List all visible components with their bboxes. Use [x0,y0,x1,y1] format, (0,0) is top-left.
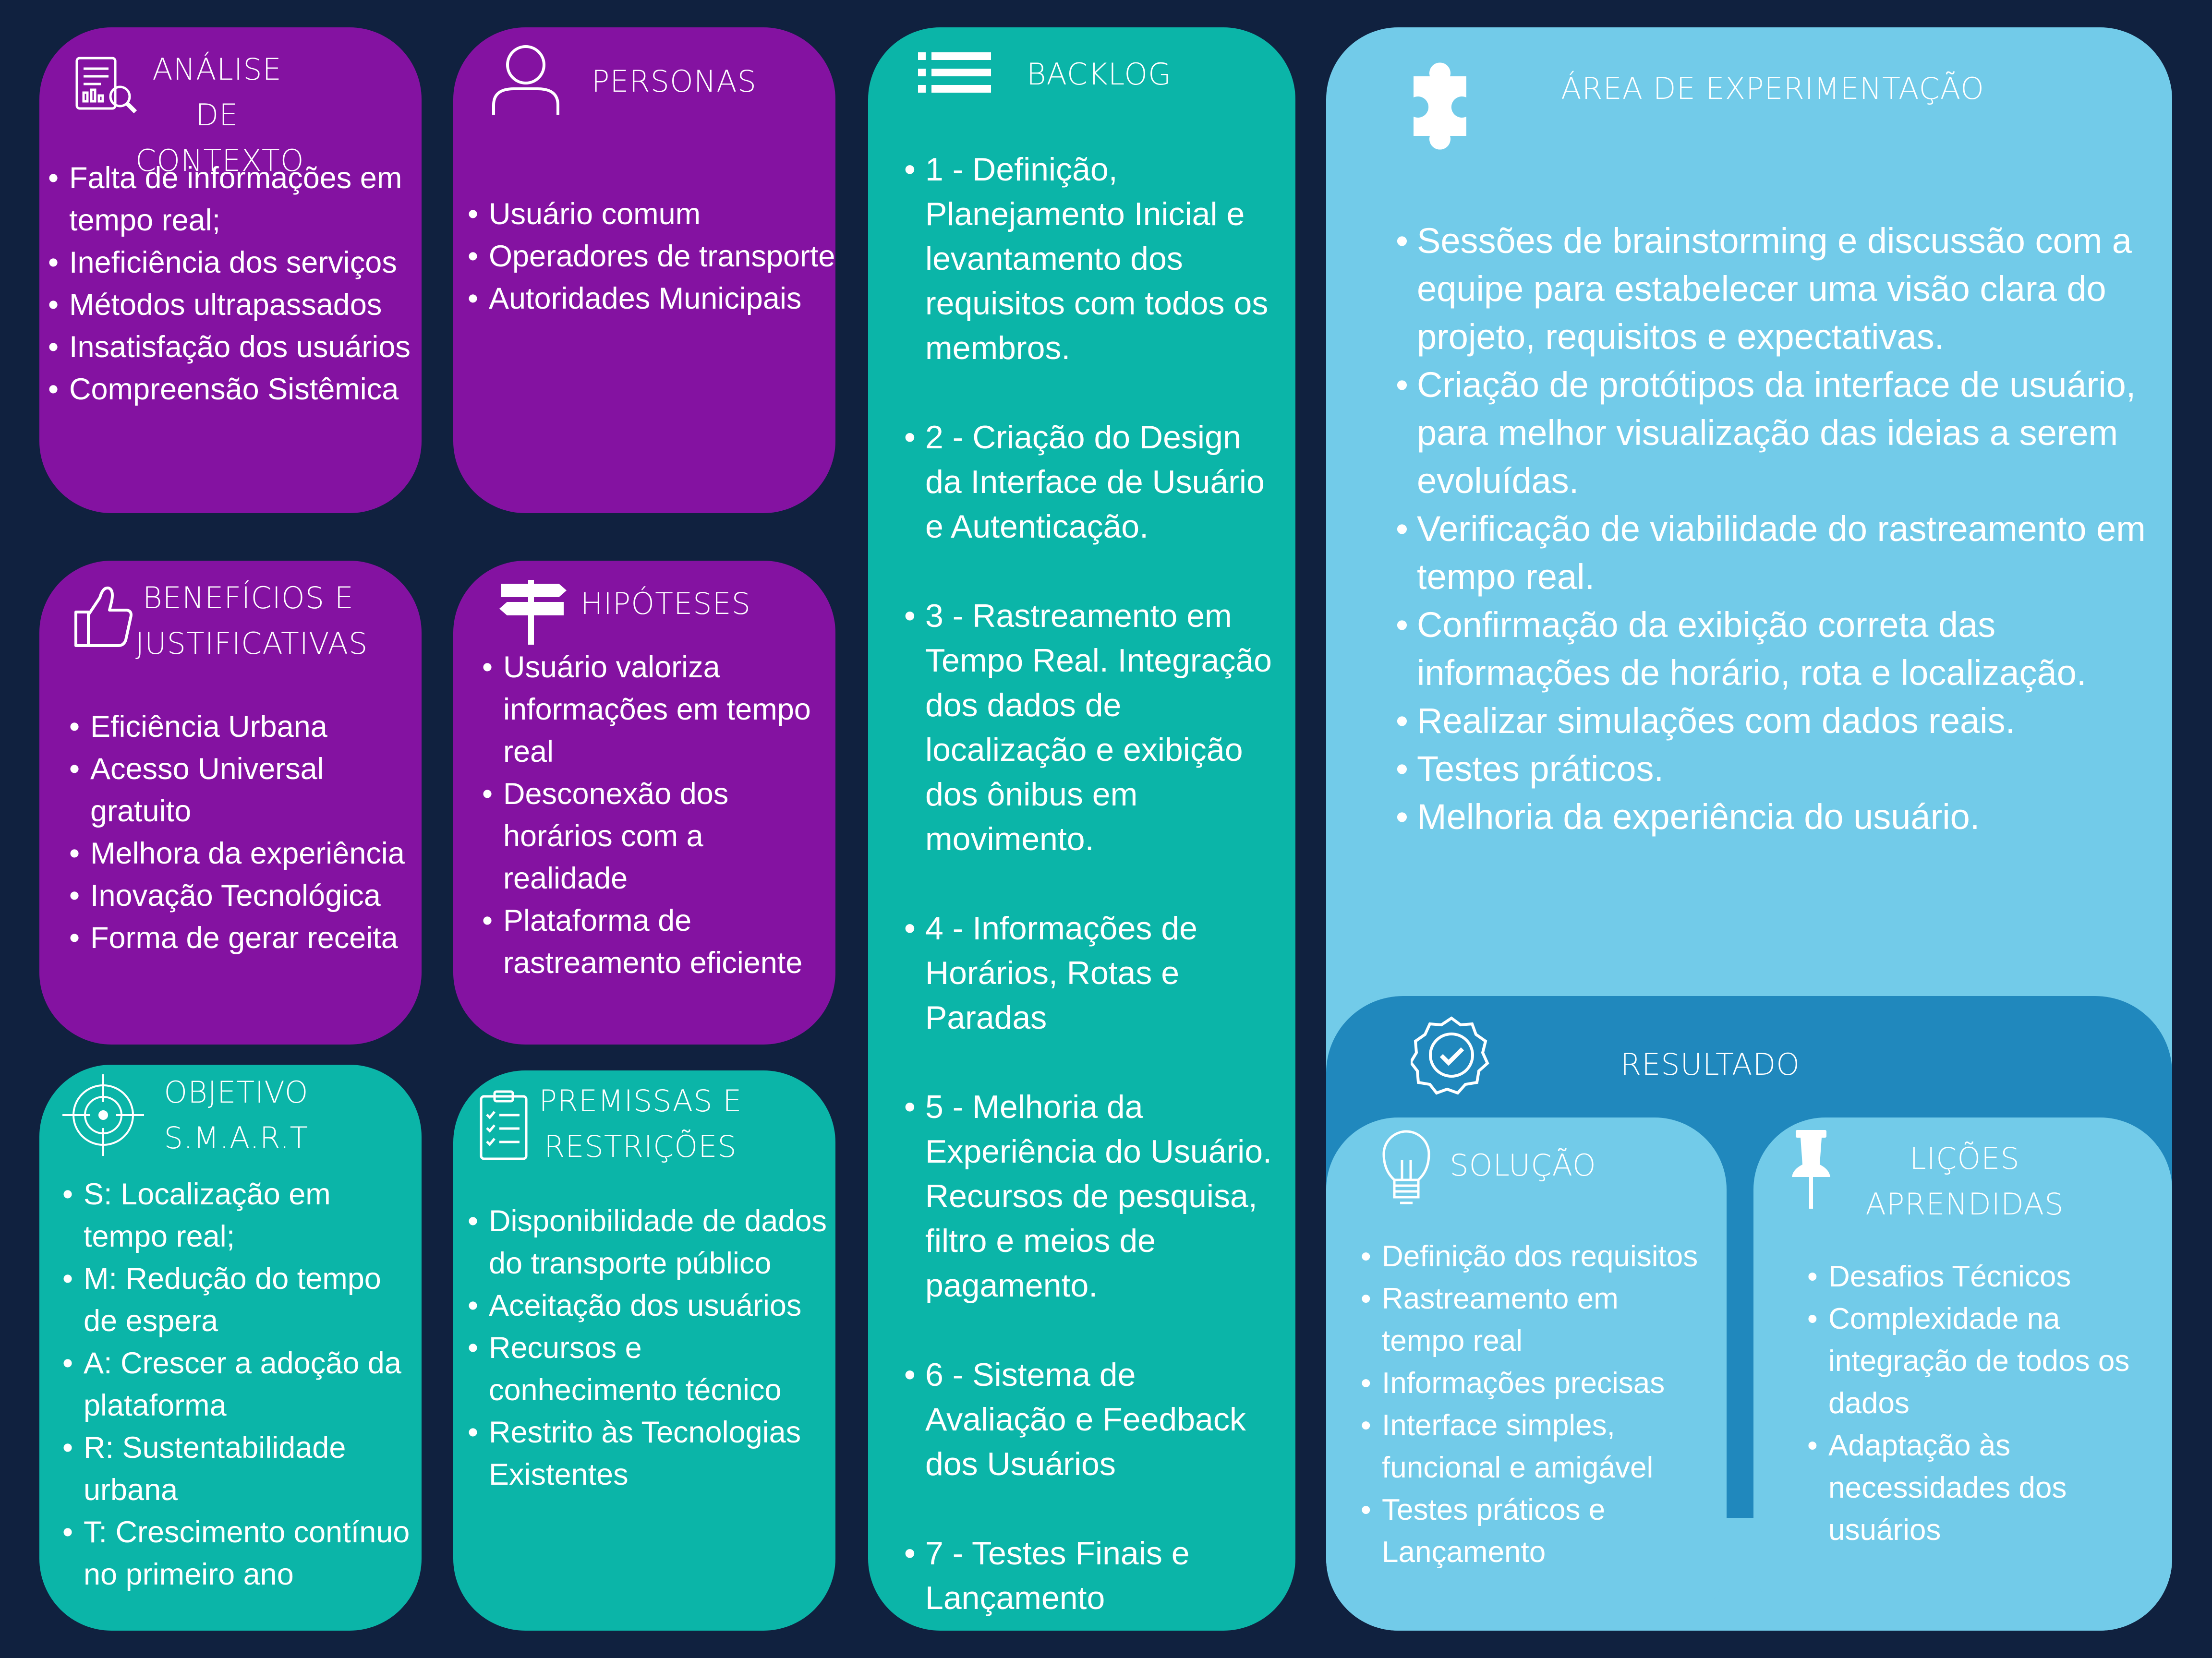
list-item: Compreensão Sistêmica [48,368,423,410]
thumbs-up-icon [74,586,133,647]
list-item: Adaptação às necessidades dos usuários [1807,1425,2158,1551]
personas-list: Usuário comum Operadores de transporte A… [468,193,835,320]
backlog-item: 1 - Definição, Planejamento Inicial e le… [904,147,1283,371]
list-item: R: Sustentabilidade urbana [62,1427,422,1511]
list-item: Usuário comum [468,193,835,235]
list-item: Interface simples, funcional e amigável [1361,1405,1706,1489]
list-item: Realizar simulações com dados reais. [1396,697,2159,745]
backlog-item: 4 - Informações de Horários, Rotas e Par… [904,906,1283,1040]
list-item: Rastreamento em tempo real [1361,1278,1706,1362]
beneficios-list: Eficiência Urbana Acesso Universal gratu… [69,706,422,959]
list-item: Operadores de transporte [468,235,835,277]
list-item: Desafios Técnicos [1807,1256,2158,1298]
list-item: Ineficiência dos serviços [48,241,423,284]
verified-badge-icon [1411,1016,1489,1095]
list-icon [918,52,991,93]
beneficios-card: BENEFÍCIOS E JUSTIFICATIVAS Eficiência U… [39,561,422,1045]
list-item: Métodos ultrapassados [48,284,423,326]
list-item: S: Localização em tempo real; [62,1173,422,1258]
list-item: Usuário valoriza informações em tempo re… [482,646,835,773]
analise-list: Falta de informações em tempo real; Inef… [48,157,423,410]
objetivo-title: OBJETIVO S.M.A.R.T [164,1075,309,1155]
licoes-list: Desafios Técnicos Complexidade na integr… [1807,1256,2158,1551]
resultado-title: RESULTADO [1620,1047,1800,1082]
experimentacao-title: ÁREA DE EXPERIMENTAÇÃO [1561,71,1984,106]
premissas-list: Disponibilidade de dados do transporte p… [468,1200,835,1496]
licoes-card: LIÇÕES APRENDIDAS Desafios Técnicos Comp… [1753,1117,2172,1631]
licoes-title: LIÇÕES APRENDIDAS [1865,1141,2064,1222]
objetivo-card: OBJETIVO S.M.A.R.T S: Localização em tem… [39,1065,422,1631]
premissas-card: PREMISSAS E RESTRIÇÕES Disponibilidade d… [453,1070,835,1631]
list-item: Forma de gerar receita [69,917,422,959]
resultado-divider [1727,1152,1753,1518]
signpost-icon [499,580,567,645]
personas-title: PERSONAS [592,64,757,99]
lightbulb-icon [1382,1130,1430,1204]
list-item: A: Crescer a adoção da plataforma [62,1342,422,1427]
list-item: Recursos e conhecimento técnico [468,1327,835,1411]
list-item: Criação de protótipos da interface de us… [1396,361,2159,505]
analise-contexto-card: ANÁLISE DE CONTEXTO Falta de informações… [39,27,422,513]
list-item: M: Redução do tempo de espera [62,1258,422,1342]
list-item: Verificação de viabilidade do rastreamen… [1396,505,2159,601]
clipboard-checklist-icon [480,1090,528,1160]
list-item: Testes práticos e Lançamento [1361,1489,1706,1574]
pushpin-icon [1792,1130,1830,1209]
list-item: Falta de informações em tempo real; [48,157,423,241]
list-item: Restrito às Tecnologias Existentes [468,1411,835,1496]
experimentacao-list: Sessões de brainstorming e discussão com… [1396,217,2159,841]
backlog-item: 5 - Melhoria da Experiência do Usuário. … [904,1085,1283,1308]
list-item: Eficiência Urbana [69,706,422,748]
solucao-list: Definição dos requisitos Rastreamento em… [1361,1236,1706,1574]
puzzle-icon [1414,62,1466,150]
list-item: Confirmação da exibição correta das info… [1396,601,2159,697]
beneficios-title: BENEFÍCIOS E JUSTIFICATIVAS [135,580,368,661]
list-item: Definição dos requisitos [1361,1236,1706,1278]
list-item: Melhora da experiência [69,832,422,875]
list-item: Aceitação dos usuários [468,1285,835,1327]
list-item: T: Crescimento contínuo no primeiro ano [62,1511,422,1596]
list-item: Acesso Universal gratuito [69,748,422,832]
list-item: Plataforma de rastreamento eficiente [482,900,835,984]
list-item: Disponibilidade de dados do transporte p… [468,1200,835,1285]
target-icon [62,1074,144,1156]
list-item: Desconexão dos horários com a realidade [482,773,835,900]
list-item: Autoridades Municipais [468,277,835,320]
hipoteses-title: HIPÓTESES [580,586,751,621]
objetivo-list: S: Localização em tempo real; M: Redução… [62,1173,422,1596]
solucao-title: SOLUÇÃO [1450,1148,1596,1183]
backlog-item: 2 - Criação do Design da Interface de Us… [904,415,1283,549]
backlog-item: 3 - Rastreamento em Tempo Real. Integraç… [904,594,1283,862]
solucao-card: SOLUÇÃO Definição dos requisitos Rastrea… [1326,1117,1727,1631]
backlog-item: 6 - Sistema de Avaliação e Feedback dos … [904,1353,1283,1487]
backlog-card: BACKLOG 1 - Definição, Planejamento Inic… [868,27,1295,1631]
backlog-title: BACKLOG [1027,57,1172,92]
list-item: Melhoria da experiência do usuário. [1396,793,2159,841]
list-item: Insatisfação dos usuários [48,326,423,368]
backlog-item: 7 - Testes Finais e Lançamento [904,1531,1283,1621]
backlog-list: 1 - Definição, Planejamento Inicial e le… [904,147,1283,1621]
list-item: Testes práticos. [1396,745,2159,793]
hipoteses-card: HIPÓTESES Usuário valoriza informações e… [453,561,835,1045]
user-icon [492,45,559,115]
report-search-icon [75,57,137,114]
list-item: Inovação Tecnológica [69,875,422,917]
premissas-title: PREMISSAS E RESTRIÇÕES [539,1083,742,1164]
list-item: Sessões de brainstorming e discussão com… [1396,217,2159,361]
list-item: Informações precisas [1361,1362,1706,1405]
hipoteses-list: Usuário valoriza informações em tempo re… [482,646,835,984]
list-item: Complexidade na integração de todos os d… [1807,1298,2158,1425]
personas-card: PERSONAS Usuário comum Operadores de tra… [453,27,835,513]
